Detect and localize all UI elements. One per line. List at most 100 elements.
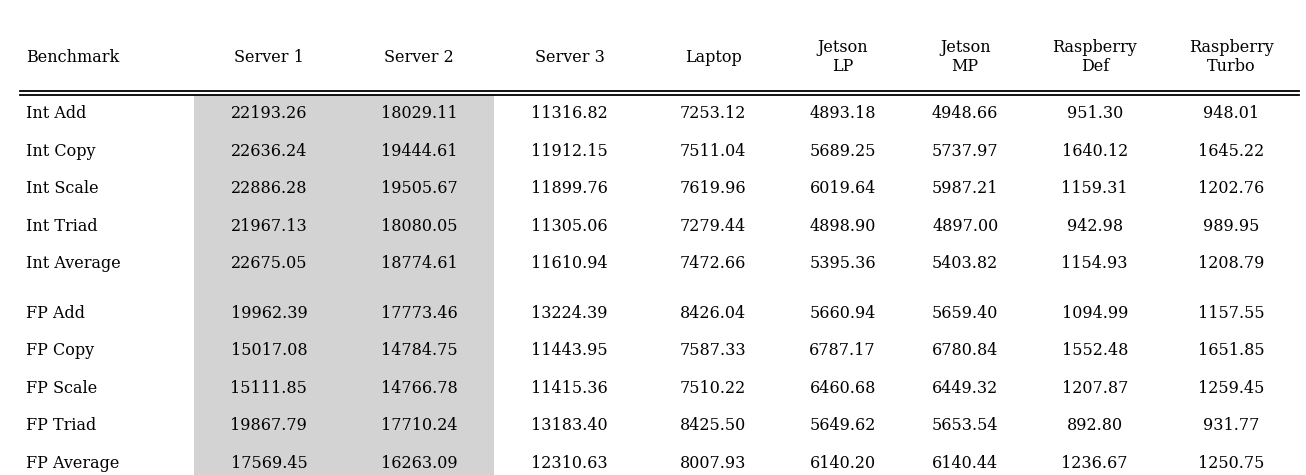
Text: 5395.36: 5395.36	[810, 256, 876, 272]
Text: 11305.06: 11305.06	[532, 218, 609, 235]
Text: 7279.44: 7279.44	[680, 218, 746, 235]
Text: 17773.46: 17773.46	[381, 305, 457, 322]
Text: 4897.00: 4897.00	[932, 218, 998, 235]
Text: 4893.18: 4893.18	[810, 105, 876, 122]
Text: 6140.20: 6140.20	[810, 455, 876, 472]
Text: 14784.75: 14784.75	[381, 342, 457, 359]
Text: 11415.36: 11415.36	[532, 380, 609, 397]
Text: 6787.17: 6787.17	[810, 342, 876, 359]
Text: 1552.48: 1552.48	[1062, 342, 1128, 359]
Text: 1157.55: 1157.55	[1198, 305, 1264, 322]
Text: 1651.85: 1651.85	[1198, 342, 1264, 359]
Text: 931.77: 931.77	[1203, 418, 1259, 434]
Text: 1236.67: 1236.67	[1062, 455, 1128, 472]
Text: 1207.87: 1207.87	[1062, 380, 1128, 397]
Text: Benchmark: Benchmark	[26, 48, 119, 66]
Text: 11899.76: 11899.76	[532, 180, 609, 197]
Text: 17569.45: 17569.45	[230, 455, 307, 472]
Text: 19444.61: 19444.61	[381, 143, 457, 160]
Text: 7511.04: 7511.04	[680, 143, 746, 160]
Text: Server 1: Server 1	[234, 48, 304, 66]
Text: Int Add: Int Add	[26, 105, 86, 122]
Text: 5987.21: 5987.21	[932, 180, 999, 197]
Text: 4948.66: 4948.66	[932, 105, 998, 122]
Text: 7587.33: 7587.33	[680, 342, 747, 359]
Text: 1640.12: 1640.12	[1062, 143, 1128, 160]
Text: 5403.82: 5403.82	[932, 256, 998, 272]
Text: 18029.11: 18029.11	[381, 105, 457, 122]
Text: 22675.05: 22675.05	[231, 256, 307, 272]
Text: 22636.24: 22636.24	[231, 143, 307, 160]
Text: 18774.61: 18774.61	[381, 256, 457, 272]
Text: 21967.13: 21967.13	[230, 218, 307, 235]
Text: 8425.50: 8425.50	[680, 418, 746, 434]
Text: 19962.39: 19962.39	[230, 305, 307, 322]
Text: 11443.95: 11443.95	[532, 342, 609, 359]
Text: 11316.82: 11316.82	[532, 105, 609, 122]
Text: 1094.99: 1094.99	[1062, 305, 1128, 322]
Text: 12310.63: 12310.63	[532, 455, 609, 472]
Text: 6780.84: 6780.84	[932, 342, 998, 359]
Text: 989.95: 989.95	[1203, 218, 1259, 235]
Text: 7253.12: 7253.12	[680, 105, 746, 122]
Text: Jetson
LP: Jetson LP	[818, 38, 868, 76]
Text: 1154.93: 1154.93	[1062, 256, 1128, 272]
Text: 6019.64: 6019.64	[810, 180, 876, 197]
Text: 1645.22: 1645.22	[1198, 143, 1264, 160]
Text: 17710.24: 17710.24	[381, 418, 457, 434]
Text: 4898.90: 4898.90	[810, 218, 876, 235]
Text: 6460.68: 6460.68	[810, 380, 876, 397]
Text: 5653.54: 5653.54	[932, 418, 999, 434]
Text: FP Scale: FP Scale	[26, 380, 98, 397]
Text: 22886.28: 22886.28	[231, 180, 307, 197]
Bar	[343, 95, 495, 475]
Text: 951.30: 951.30	[1067, 105, 1123, 122]
Text: Int Average: Int Average	[26, 256, 121, 272]
Text: 5659.40: 5659.40	[932, 305, 998, 322]
Text: Jetson
MP: Jetson MP	[940, 38, 990, 76]
Text: 19505.67: 19505.67	[381, 180, 457, 197]
Text: Server 3: Server 3	[534, 48, 605, 66]
Text: Int Copy: Int Copy	[26, 143, 95, 160]
Text: Int Triad: Int Triad	[26, 218, 98, 235]
Text: 14766.78: 14766.78	[381, 380, 457, 397]
Text: 1259.45: 1259.45	[1198, 380, 1264, 397]
Text: 5737.97: 5737.97	[932, 143, 999, 160]
Text: 16263.09: 16263.09	[381, 455, 457, 472]
Text: Laptop: Laptop	[684, 48, 742, 66]
Text: FP Copy: FP Copy	[26, 342, 94, 359]
Text: FP Triad: FP Triad	[26, 418, 97, 434]
Text: 13224.39: 13224.39	[532, 305, 609, 322]
Text: 11610.94: 11610.94	[532, 256, 609, 272]
Text: Raspberry
Turbo: Raspberry Turbo	[1188, 38, 1273, 76]
Text: Server 2: Server 2	[384, 48, 454, 66]
Text: 7619.96: 7619.96	[680, 180, 747, 197]
Text: 1202.76: 1202.76	[1198, 180, 1264, 197]
Text: 942.98: 942.98	[1067, 218, 1123, 235]
Text: 8426.04: 8426.04	[680, 305, 746, 322]
Text: 5660.94: 5660.94	[810, 305, 876, 322]
Text: 13183.40: 13183.40	[532, 418, 609, 434]
Bar	[193, 95, 343, 475]
Text: 1159.31: 1159.31	[1062, 180, 1128, 197]
Text: 19867.79: 19867.79	[230, 418, 307, 434]
Text: FP Add: FP Add	[26, 305, 85, 322]
Text: FP Average: FP Average	[26, 455, 119, 472]
Text: 7510.22: 7510.22	[680, 380, 746, 397]
Text: 15017.08: 15017.08	[231, 342, 307, 359]
Text: 6140.44: 6140.44	[932, 455, 998, 472]
Text: Raspberry
Def: Raspberry Def	[1053, 38, 1138, 76]
Text: 8007.93: 8007.93	[680, 455, 746, 472]
Text: 15111.85: 15111.85	[230, 380, 307, 397]
Text: 7472.66: 7472.66	[680, 256, 746, 272]
Text: 1208.79: 1208.79	[1198, 256, 1264, 272]
Text: 22193.26: 22193.26	[231, 105, 307, 122]
Text: 11912.15: 11912.15	[532, 143, 609, 160]
Text: 1250.75: 1250.75	[1198, 455, 1264, 472]
Text: 948.01: 948.01	[1203, 105, 1259, 122]
Text: Int Scale: Int Scale	[26, 180, 99, 197]
Text: 5649.62: 5649.62	[810, 418, 876, 434]
Text: 5689.25: 5689.25	[810, 143, 876, 160]
Text: 18080.05: 18080.05	[381, 218, 457, 235]
Text: 6449.32: 6449.32	[932, 380, 998, 397]
